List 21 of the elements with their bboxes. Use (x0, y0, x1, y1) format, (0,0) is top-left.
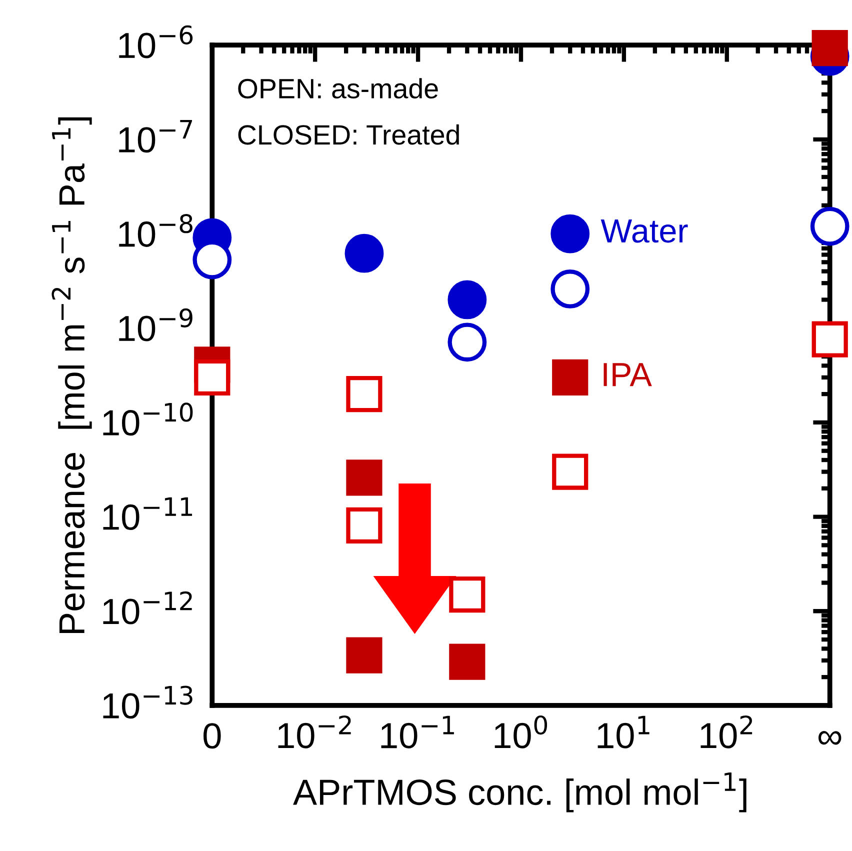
series-label: Water (600, 219, 688, 243)
y-tick-label: 10$^{−12}$ (103, 591, 192, 624)
x-tick-label: 10$^{2}$ (700, 715, 752, 748)
x-tick-label: 10$^{1}$ (598, 716, 650, 748)
series-label: IPA (604, 363, 652, 386)
x-tick-label: 10$^{0}$ (494, 715, 548, 748)
y-tick-label: 10$^{−8}$ (119, 214, 192, 247)
y-tick-label: 10$^{−10}$ (103, 402, 193, 436)
annotation: CLOSED: Treated (238, 124, 459, 145)
x-axis-title: APrTMOS conc. [mol mol$^{−1}$] (293, 772, 746, 812)
annotation: OPEN: as-made (238, 78, 438, 99)
x-tick-label: ∞ (818, 730, 842, 745)
x-tick-label: 10$^{−1}$ (381, 716, 454, 748)
y-tick-label: 10$^{−11}$ (103, 497, 192, 530)
x-tick-label: 10$^{−2}$ (278, 715, 351, 748)
y-tick-label: 10$^{−13}$ (103, 686, 192, 719)
y-tick-label: 10$^{−7}$ (119, 120, 192, 153)
y-tick-label: 10$^{−9}$ (119, 308, 192, 342)
x-tick-label: 0 (204, 723, 221, 749)
y-axis-title: Permeance [mol m$^{−2}$ s$^{−1}$ Pa$^{−1}$] (52, 117, 92, 634)
y-tick-label: 10$^{−6}$ (119, 25, 193, 58)
